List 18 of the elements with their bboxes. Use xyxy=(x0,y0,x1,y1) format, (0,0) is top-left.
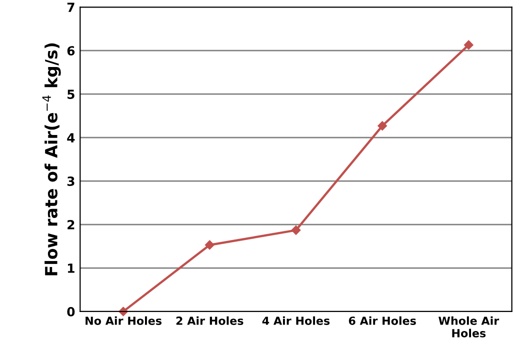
point xyxy=(205,240,214,250)
point xyxy=(378,121,387,130)
y-tick-label: 7 xyxy=(67,2,74,12)
x-tick-label: 2 Air Holes xyxy=(176,316,244,325)
y-tick-label: 2 xyxy=(68,220,74,230)
y-tick-label: 1 xyxy=(68,264,74,273)
y-tick-label: 4 xyxy=(67,133,75,142)
x-tick-label: Whole Air Holes xyxy=(438,316,500,338)
point xyxy=(291,226,301,235)
y-tick-label: 3 xyxy=(67,176,74,186)
y-tick-label: 0 xyxy=(67,306,75,316)
y-tick-label: 6 xyxy=(67,46,75,56)
x-tick-label: 6 Air Holes xyxy=(348,316,416,325)
x-tick-label: No Air Holes xyxy=(86,316,162,325)
point xyxy=(464,40,474,50)
y-axis-title: Flow rate of Air(e$^{−4}$ kg/s) xyxy=(42,43,61,276)
y-tick-label: 5 xyxy=(68,90,74,100)
x-tick-label: 4 Air Holes xyxy=(262,316,330,325)
